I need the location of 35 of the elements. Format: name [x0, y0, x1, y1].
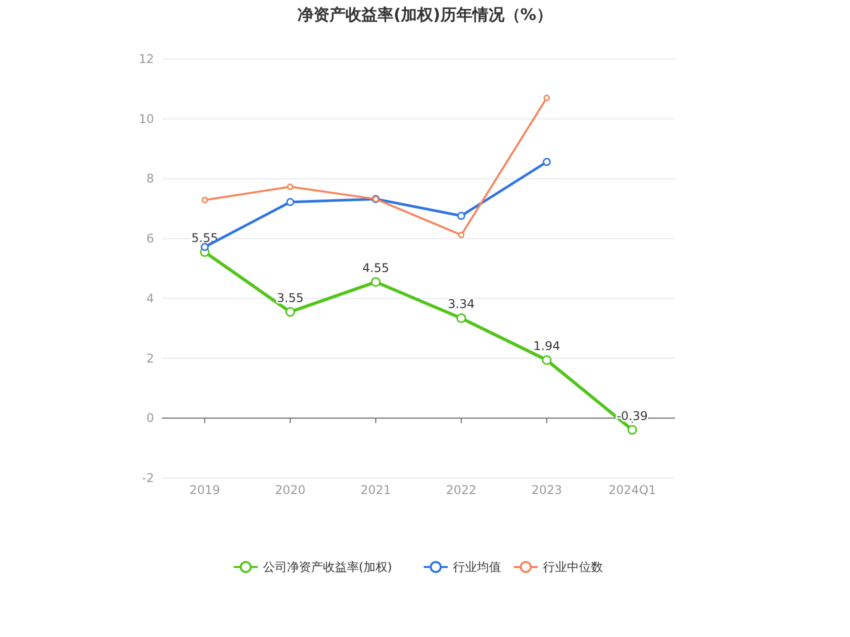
x-tick-label: 2019	[189, 483, 220, 497]
x-tick-label: 2022	[446, 483, 477, 497]
y-tick-label: -2	[142, 471, 154, 485]
point	[458, 232, 464, 238]
x-tick-label: 2023	[531, 483, 562, 497]
y-tick-label: 8	[146, 172, 154, 186]
point	[457, 212, 466, 220]
point	[627, 424, 638, 435]
point	[544, 94, 550, 102]
x-tick-label: 2021	[360, 483, 392, 497]
legend-label: 行业均值	[452, 560, 501, 574]
point	[285, 307, 296, 317]
legend-label: 行业中位数	[542, 560, 603, 574]
y-tick-label: 4	[146, 291, 154, 306]
x-tick-label: 2020	[274, 483, 306, 497]
point	[286, 198, 294, 206]
point	[542, 355, 552, 365]
legend-label: 公司净资产收益率(加权)	[262, 560, 392, 574]
point	[370, 277, 381, 287]
point	[287, 184, 294, 190]
data-label: 4.55	[362, 260, 390, 275]
y-tick-label: 10	[138, 112, 154, 126]
data-label: 3.55	[276, 290, 304, 305]
point	[456, 313, 466, 324]
y-tick-label: 12	[138, 52, 154, 66]
y-tick-label: 2	[146, 351, 154, 366]
y-tick-label: 6	[146, 232, 154, 246]
x-tick-label: 2024Q1	[608, 483, 656, 497]
chart-title: 净资产收益率(加权)历年情况（%）	[298, 5, 552, 24]
point	[200, 242, 209, 251]
point	[202, 196, 208, 204]
data-label: 1.94	[533, 339, 560, 354]
data-label: 3.34	[448, 297, 475, 312]
point	[542, 158, 551, 166]
y-tick-label: 0	[146, 411, 154, 426]
